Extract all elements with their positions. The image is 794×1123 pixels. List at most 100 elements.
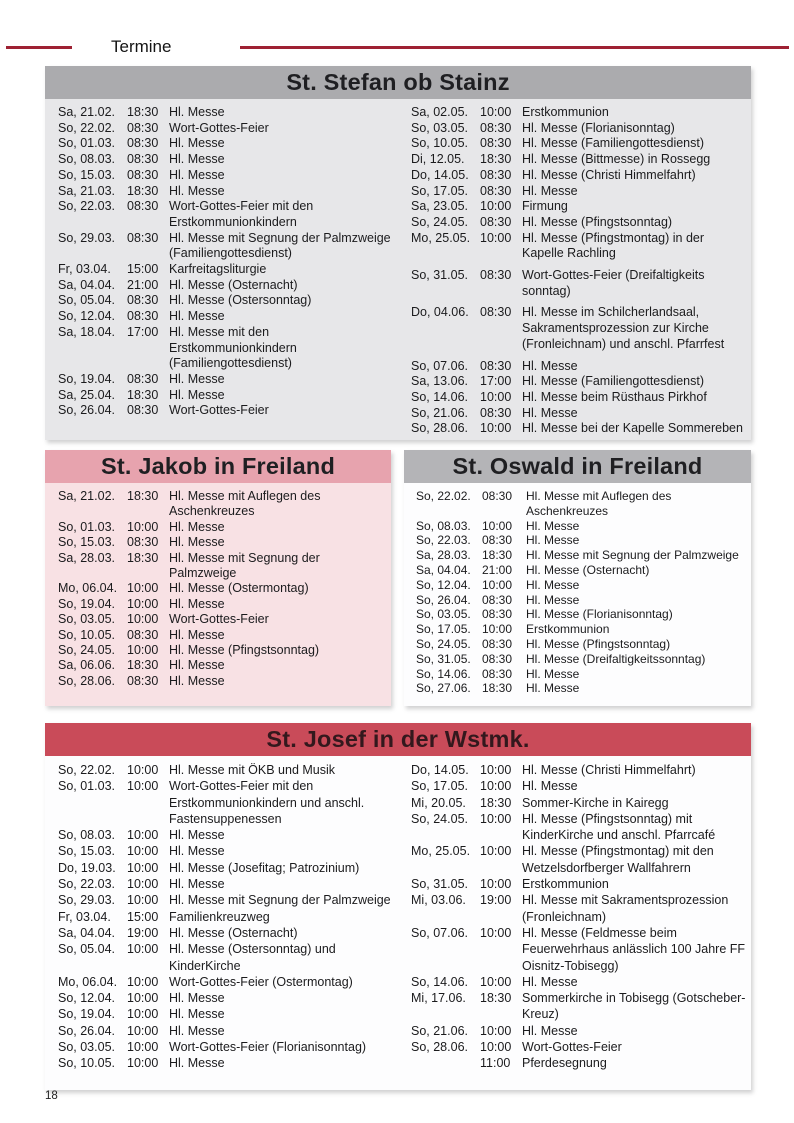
entry-date: Sa, 04.04. <box>58 925 115 940</box>
schedule-entry: So, 26.04. 10:00 Hl. Messe <box>58 1023 394 1039</box>
entry-date: So, 31.05. <box>411 877 468 892</box>
entry-text: Wort-Gottes-Feier (Florianisonntag) <box>169 1040 367 1055</box>
schedule-entry: Sa, 23.05. 10:00 Firmung <box>411 199 747 215</box>
entry-time: 10:00 <box>127 942 159 957</box>
entry-text: Hl. Messe (Osternacht) <box>169 925 298 940</box>
entry-text: Hl. Messe <box>169 371 225 386</box>
entry-date: So, 03.05. <box>411 120 468 135</box>
entry-date: Do, 04.06. <box>411 305 469 320</box>
schedule-entry: So, 07.06. 10:00 Hl. Messe (Feldmesse beim… <box>411 925 747 974</box>
entry-time: 08:30 <box>482 607 513 622</box>
page-number: 18 <box>45 1090 58 1102</box>
entry-text: Hl. Messe mit Auflegen des Aschenkreuzes <box>169 489 321 519</box>
schedule-entry: Sa, 04.04. 21:00 Hl. Messe (Osternacht) <box>58 278 394 294</box>
entry-date: Sa, 28.03. <box>58 550 115 565</box>
entry-date: So, 05.04. <box>58 293 115 308</box>
page-title: Termine <box>111 37 172 56</box>
schedule-entry: So, 15.03. 08:30 Hl. Messe <box>58 535 387 550</box>
entry-date: So, 08.03. <box>416 518 471 533</box>
schedule-column: Sa, 21.02. 18:30 Hl. Messe mit Auflegen de… <box>45 483 391 706</box>
entry-time: 10:00 <box>480 421 512 436</box>
entry-date: So, 22.03. <box>416 533 471 548</box>
entry-text: Hl. Messe <box>169 152 225 167</box>
entry-text: Hl. Messe <box>169 658 225 673</box>
entry-date: So, 31.05. <box>411 268 468 283</box>
entry-text: Wort-Gottes-Feier mit den Erstkommunionk… <box>169 779 365 826</box>
entry-time: 10:00 <box>480 199 512 214</box>
entry-date: Mo, 06.04. <box>58 581 118 596</box>
entry-time: 15:00 <box>127 262 159 277</box>
entry-time: 08:30 <box>482 636 513 651</box>
entry-time: 10:00 <box>127 974 159 989</box>
entry-time: 18:30 <box>127 550 159 565</box>
entry-date: So, 03.05. <box>58 612 115 627</box>
entry-date: Do, 14.05. <box>411 167 469 182</box>
entry-time: 08:30 <box>127 136 159 151</box>
entry-text: Hl. Messe <box>169 991 225 1006</box>
entry-time: 08:30 <box>482 489 513 503</box>
schedule-entry: So, 31.05. 08:30 Hl. Messe (Dreifaltigkeit… <box>416 652 747 667</box>
entry-date: Mi, 03.06. <box>411 893 466 908</box>
schedule-entry: Sa, 21.03. 18:30 Hl. Messe <box>58 184 394 200</box>
entry-text: Hl. Messe <box>522 183 578 198</box>
entry-time: 08:30 <box>127 152 159 167</box>
schedule-entry: So, 24.05. 10:00 Hl. Messe (Pfingstsonntag… <box>58 643 387 658</box>
section-body: Sa, 21.02. 18:30 Hl. Messe mit Auflegen de… <box>45 483 391 706</box>
schedule-entry: So, 05.04. 08:30 Hl. Messe (Ostersonntag) <box>58 293 394 309</box>
entry-time: 08:30 <box>127 199 159 214</box>
entry-text: Hl. Messe <box>169 877 225 892</box>
entry-date: Sa, 28.03. <box>416 548 471 563</box>
schedule-entry: So, 01.03. 10:00 Wort-Gottes-Feier mit den… <box>58 778 394 827</box>
schedule-entry: So, 12.04. 10:00 Hl. Messe <box>416 578 747 593</box>
header-rule-left <box>6 46 72 49</box>
entry-date: Sa, 18.04. <box>58 324 115 339</box>
schedule-entry: Mo, 06.04. 10:00 Hl. Messe (Ostermontag) <box>58 581 387 596</box>
entry-time: 10:00 <box>480 1040 512 1055</box>
entry-time: 10:00 <box>127 779 159 794</box>
entry-text: Firmung <box>522 199 568 214</box>
schedule-entry: So, 10.05. 08:30 Hl. Messe (Familiengottes… <box>411 136 747 152</box>
entry-date: So, 10.05. <box>58 1056 115 1071</box>
schedule-entry: Mi, 20.05. 18:30 Sommer-Kirche in Kairegg <box>411 795 747 811</box>
entry-time: 08:30 <box>480 214 512 229</box>
entry-text: Hl. Messe (Ostermontag) <box>169 581 309 596</box>
entry-time: 18:30 <box>127 658 159 673</box>
schedule-entry: So, 24.05. 10:00 Hl. Messe (Pfingstsonntag… <box>411 811 747 844</box>
entry-time: 18:30 <box>482 681 513 696</box>
entry-date: So, 10.05. <box>411 136 468 151</box>
entry-date: So, 12.04. <box>416 577 471 592</box>
entry-date: Sa, 21.02. <box>58 489 115 503</box>
entry-date <box>411 1055 480 1071</box>
entry-date: So, 01.03. <box>58 136 115 151</box>
schedule-entry: So, 28.06. 10:00 Wort-Gottes-Feier <box>411 1039 747 1055</box>
entry-date: So, 22.02. <box>416 489 471 503</box>
entry-time: 10:00 <box>127 581 159 596</box>
entry-text: Hl. Messe <box>169 1056 225 1071</box>
entry-time: 08:30 <box>480 120 512 135</box>
entry-text: Hl. Messe <box>522 779 578 794</box>
entry-text: Hl. Messe <box>169 627 225 642</box>
entry-text: Hl. Messe <box>522 1023 578 1038</box>
entry-date: So, 07.06. <box>411 358 468 373</box>
entry-time: 10:00 <box>127 1056 159 1071</box>
entry-time: 10:00 <box>480 763 512 777</box>
entry-text: Familienkreuzweg <box>169 909 270 924</box>
entry-text: Hl. Messe mit Sakramentsprozession (Fron… <box>522 893 729 924</box>
section-st-josef: St. Josef in der Wstmk. So, 22.02. 10:00 H… <box>45 723 751 1090</box>
entry-time: 17:00 <box>127 324 159 339</box>
schedule-entry: So, 22.02. 08:30 Hl. Messe mit Auflegen de… <box>416 489 747 519</box>
entry-time: 17:00 <box>480 374 512 389</box>
entry-time: 11:00 <box>480 1056 511 1071</box>
schedule-entry: Mo, 06.04. 10:00 Wort-Gottes-Feier (Osterm… <box>58 974 394 990</box>
entry-text: Pferdesegnung <box>522 1056 607 1071</box>
entry-time: 10:00 <box>127 1023 159 1038</box>
entry-text: Hl. Messe <box>169 596 225 611</box>
entry-time: 08:30 <box>127 120 159 135</box>
schedule-entry: So, 22.02. 08:30 Wort-Gottes-Feier <box>58 121 394 137</box>
schedule-entry: So, 15.03. 10:00 Hl. Messe <box>58 843 394 859</box>
schedule-entry: So, 27.06. 18:30 Hl. Messe <box>416 681 747 696</box>
schedule-entry: Sa, 21.02. 18:30 Hl. Messe <box>58 105 394 121</box>
schedule-entry: So, 24.05. 08:30 Hl. Messe (Pfingstsonntag… <box>411 215 747 231</box>
entry-time: 10:00 <box>127 860 159 875</box>
entry-time: 10:00 <box>127 519 159 534</box>
